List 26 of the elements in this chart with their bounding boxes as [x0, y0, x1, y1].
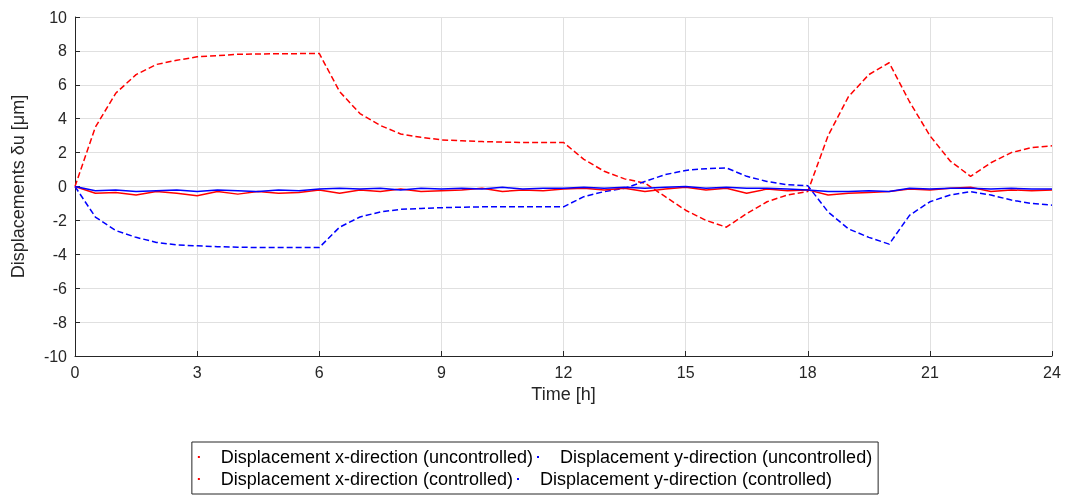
y-tick-label: -10 — [43, 347, 68, 365]
x-tick-label: 21 — [920, 363, 939, 381]
y-axis-title: Displacements δu [μm] — [8, 94, 28, 279]
legend-label: Displacement y-direction (uncontrolled) — [560, 447, 873, 467]
y-tick-label: 4 — [58, 110, 68, 128]
x-tick-label: 24 — [1043, 363, 1061, 381]
y-tick-label: 0 — [58, 178, 68, 195]
y-tick-label: 6 — [58, 76, 68, 94]
x-axis-title: Time [h] — [531, 383, 596, 404]
x-tick-label: 18 — [798, 363, 817, 381]
x-tick-label: 3 — [192, 363, 202, 381]
x-tick-label: 12 — [554, 363, 573, 381]
legend-label: Displacement x-direction (controlled) — [220, 469, 513, 489]
x-tick-label: 0 — [70, 363, 80, 381]
y-tick-label: -6 — [52, 279, 68, 297]
x-tick-label: 9 — [436, 363, 446, 381]
y-tick-label: -8 — [52, 313, 68, 331]
y-tick-label: 8 — [58, 42, 68, 60]
x-tick-label: 6 — [314, 363, 324, 381]
legend-label: Displacement y-direction (controlled) — [539, 469, 833, 489]
y-tick-label: 10 — [49, 8, 68, 26]
y-tick-label: -4 — [52, 245, 68, 263]
y-tick-label: 2 — [58, 144, 68, 162]
legend-label: Displacement x-direction (uncontrolled) — [220, 447, 534, 467]
x-tick-label: 15 — [676, 363, 695, 381]
y-tick-label: -2 — [52, 211, 68, 229]
